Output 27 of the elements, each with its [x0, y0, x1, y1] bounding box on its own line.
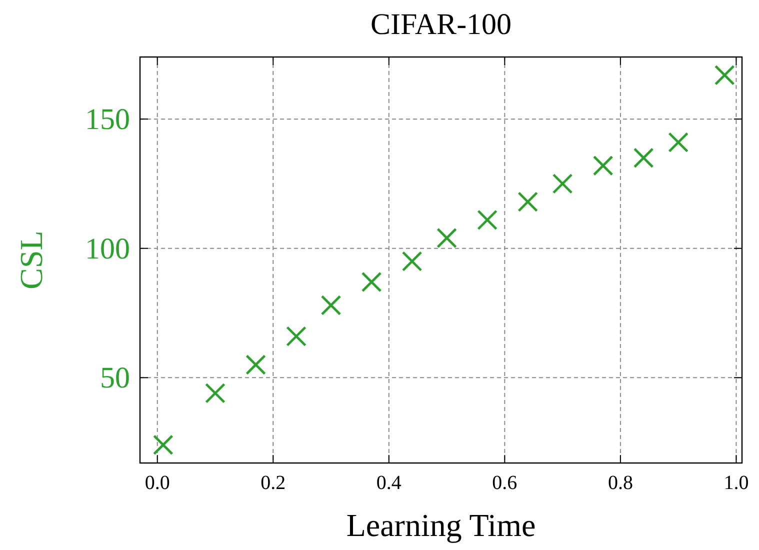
x-tick-label: 0.6 [492, 472, 518, 494]
point [592, 155, 614, 176]
x-axis-title: Learning Time [346, 507, 536, 543]
y-axis-title: CSL [13, 230, 49, 290]
point [714, 64, 735, 86]
point [402, 251, 422, 272]
point [668, 132, 689, 153]
y-tick-label: 150 [85, 103, 130, 136]
x-tick-label: 0.4 [376, 472, 402, 494]
point [320, 295, 342, 316]
chart-title: CIFAR-100 [370, 8, 512, 41]
point [552, 174, 573, 194]
x-tick-label: 0.0 [144, 472, 170, 494]
point [152, 434, 174, 456]
point [361, 272, 382, 292]
x-tick-label: 0.2 [260, 472, 286, 494]
point [286, 326, 306, 346]
point [477, 210, 498, 230]
point [246, 354, 266, 375]
point [518, 192, 538, 212]
point [436, 228, 457, 248]
y-tick-label: 100 [85, 232, 130, 266]
x-tick-label: 1.0 [724, 472, 749, 494]
x-tick-label: 0.8 [608, 472, 633, 494]
y-tick-label: 50 [100, 362, 130, 395]
point [633, 148, 654, 168]
point [205, 382, 226, 404]
